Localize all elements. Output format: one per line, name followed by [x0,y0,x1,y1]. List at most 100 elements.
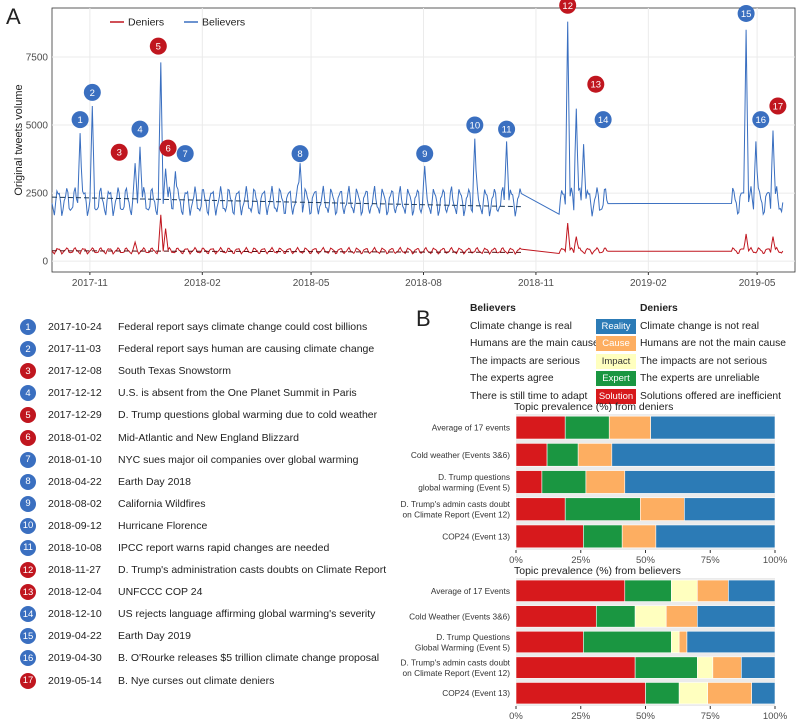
believers-line [51,21,784,217]
bar-x-tick-label: 75% [701,711,721,722]
bar-segment-expert [645,682,680,705]
category-label: Cold weather (Events 3&6) [411,450,510,460]
deniers-header: Deniers [640,303,678,314]
bar-segment-solution [515,605,597,628]
event-item: 15 2019-04-22 Earth Day 2019 [20,625,420,647]
event-marker [769,97,787,115]
believers-stance: The experts agree [470,373,554,385]
event-marker-label: 2 [90,88,95,99]
bar-segment-solution [515,415,566,440]
event-text: D. Trump questions global warming due to… [118,409,378,422]
event-number-badge: 3 [20,363,36,380]
bar-segment-expert [595,605,636,628]
bar-segment-impact [671,579,698,602]
x-tick-label: 2018-02 [184,278,221,289]
event-marker [737,4,755,22]
event-number-badge: 7 [20,451,36,468]
topic-tag: Solution [596,388,636,404]
bar-segment-expert [564,497,641,521]
event-number-badge: 15 [20,628,36,645]
bar-segment-impact [696,656,714,679]
event-marker [416,145,434,163]
event-date: 2019-04-30 [48,652,102,665]
bar-segment-reality [624,470,776,494]
event-number-badge: 13 [20,584,36,601]
event-item: 5 2017-12-29 D. Trump questions global war… [20,404,420,426]
category-label: D. Trump questions [438,472,510,482]
bar-segment-solution [515,630,584,654]
event-date: 2018-08-02 [48,497,102,510]
event-marker-label: 15 [741,9,752,20]
event-marker [752,111,770,129]
bar-segment-reality [696,605,776,628]
bar-x-tick-label: 50% [636,711,656,722]
event-number-badge: 2 [20,341,36,358]
event-number-badge: 16 [20,650,36,667]
event-marker-label: 17 [773,101,784,112]
bar-segment-reality [650,415,776,440]
event-marker-label: 14 [598,115,609,126]
x-tick-label: 2018-08 [405,278,442,289]
event-date: 2018-12-04 [48,586,102,599]
event-marker-label: 4 [137,125,142,136]
event-date: 2017-12-29 [48,409,102,422]
bar-segment-expert [634,656,698,679]
y-tick-label: 2500 [26,189,49,200]
event-number-badge: 1 [20,319,36,336]
event-marker-label: 10 [470,121,481,132]
bar-segment-cause [678,630,688,654]
event-number-badge: 5 [20,407,36,424]
believers-topic-chart: Topic prevalence (%) from believers Avera… [401,565,788,722]
event-marker [466,116,484,134]
event-text: B. Nye curses out climate deniers [118,674,275,687]
deniers-stance: Climate change is not real [640,320,760,332]
event-date: 2018-10-08 [48,541,102,554]
event-text: NYC sues major oil companies over global… [118,453,359,466]
event-marker [83,83,101,101]
x-tick-label: 2018-05 [293,278,330,289]
bar-segment-solution [515,579,626,602]
event-text: IPCC report warns rapid changes are need… [118,541,330,554]
bar-segment-expert [541,470,587,494]
event-item: 10 2018-09-12 Hurricane Florence [20,515,420,537]
event-text: U.S. is absent from the One Planet Summi… [118,387,357,400]
bar-segment-reality [684,497,776,521]
topic-legend-row: There is still time to adapt Solution Solu… [470,387,800,405]
x-tick-label: 2017-11 [72,278,108,289]
believers-stance: Humans are the main cause [470,338,599,350]
event-marker-label: 9 [422,149,427,160]
bar-segment-cause [665,605,698,628]
event-text: US rejects language affirming global war… [118,608,376,621]
event-text: Federal report says climate change could… [118,321,368,334]
event-date: 2018-01-02 [48,431,102,444]
category-label: on Climate Report (Event 12) [403,509,511,519]
topic-tag: Cause [596,336,636,352]
event-marker [291,145,309,163]
event-marker-label: 12 [562,1,573,12]
deniers-stance: The impacts are not serious [640,355,768,367]
y-tick-label: 7500 [26,52,49,63]
bar-segment-cause [712,656,742,679]
bar-segment-impact [634,605,667,628]
event-date: 2018-01-10 [48,453,102,466]
event-text: UNFCCC COP 24 [118,586,203,599]
event-date: 2019-05-14 [48,674,102,687]
event-item: 8 2018-04-22 Earth Day 2018 [20,471,420,493]
event-marker [559,0,577,14]
category-label: global warming (Event 5) [418,482,510,492]
y-axis-label: Original tweets volume [13,84,25,195]
event-number-badge: 10 [20,517,36,534]
event-text: B. O'Rourke releases $5 trillion climate… [118,652,380,665]
event-marker [71,111,89,129]
x-tick-label: 2019-02 [630,278,667,289]
bar-segment-cause [585,470,626,494]
bar-x-tick-label: 50% [636,555,656,566]
bar-segment-cause [608,415,651,440]
event-item: 4 2017-12-12 U.S. is absent from the One P… [20,382,420,404]
y-tick-label: 0 [42,257,48,268]
event-text: South Texas Snowstorm [118,365,232,378]
deniers-topic-chart: Topic prevalence (%) from deniers Average… [401,401,788,566]
category-label: Global Warming (Event 5) [415,642,510,652]
timeseries-chart: 0 2500 5000 7500 2017-11 2018-02 2018-05 2018-0… [13,0,796,289]
event-date: 2018-09-12 [48,519,102,532]
